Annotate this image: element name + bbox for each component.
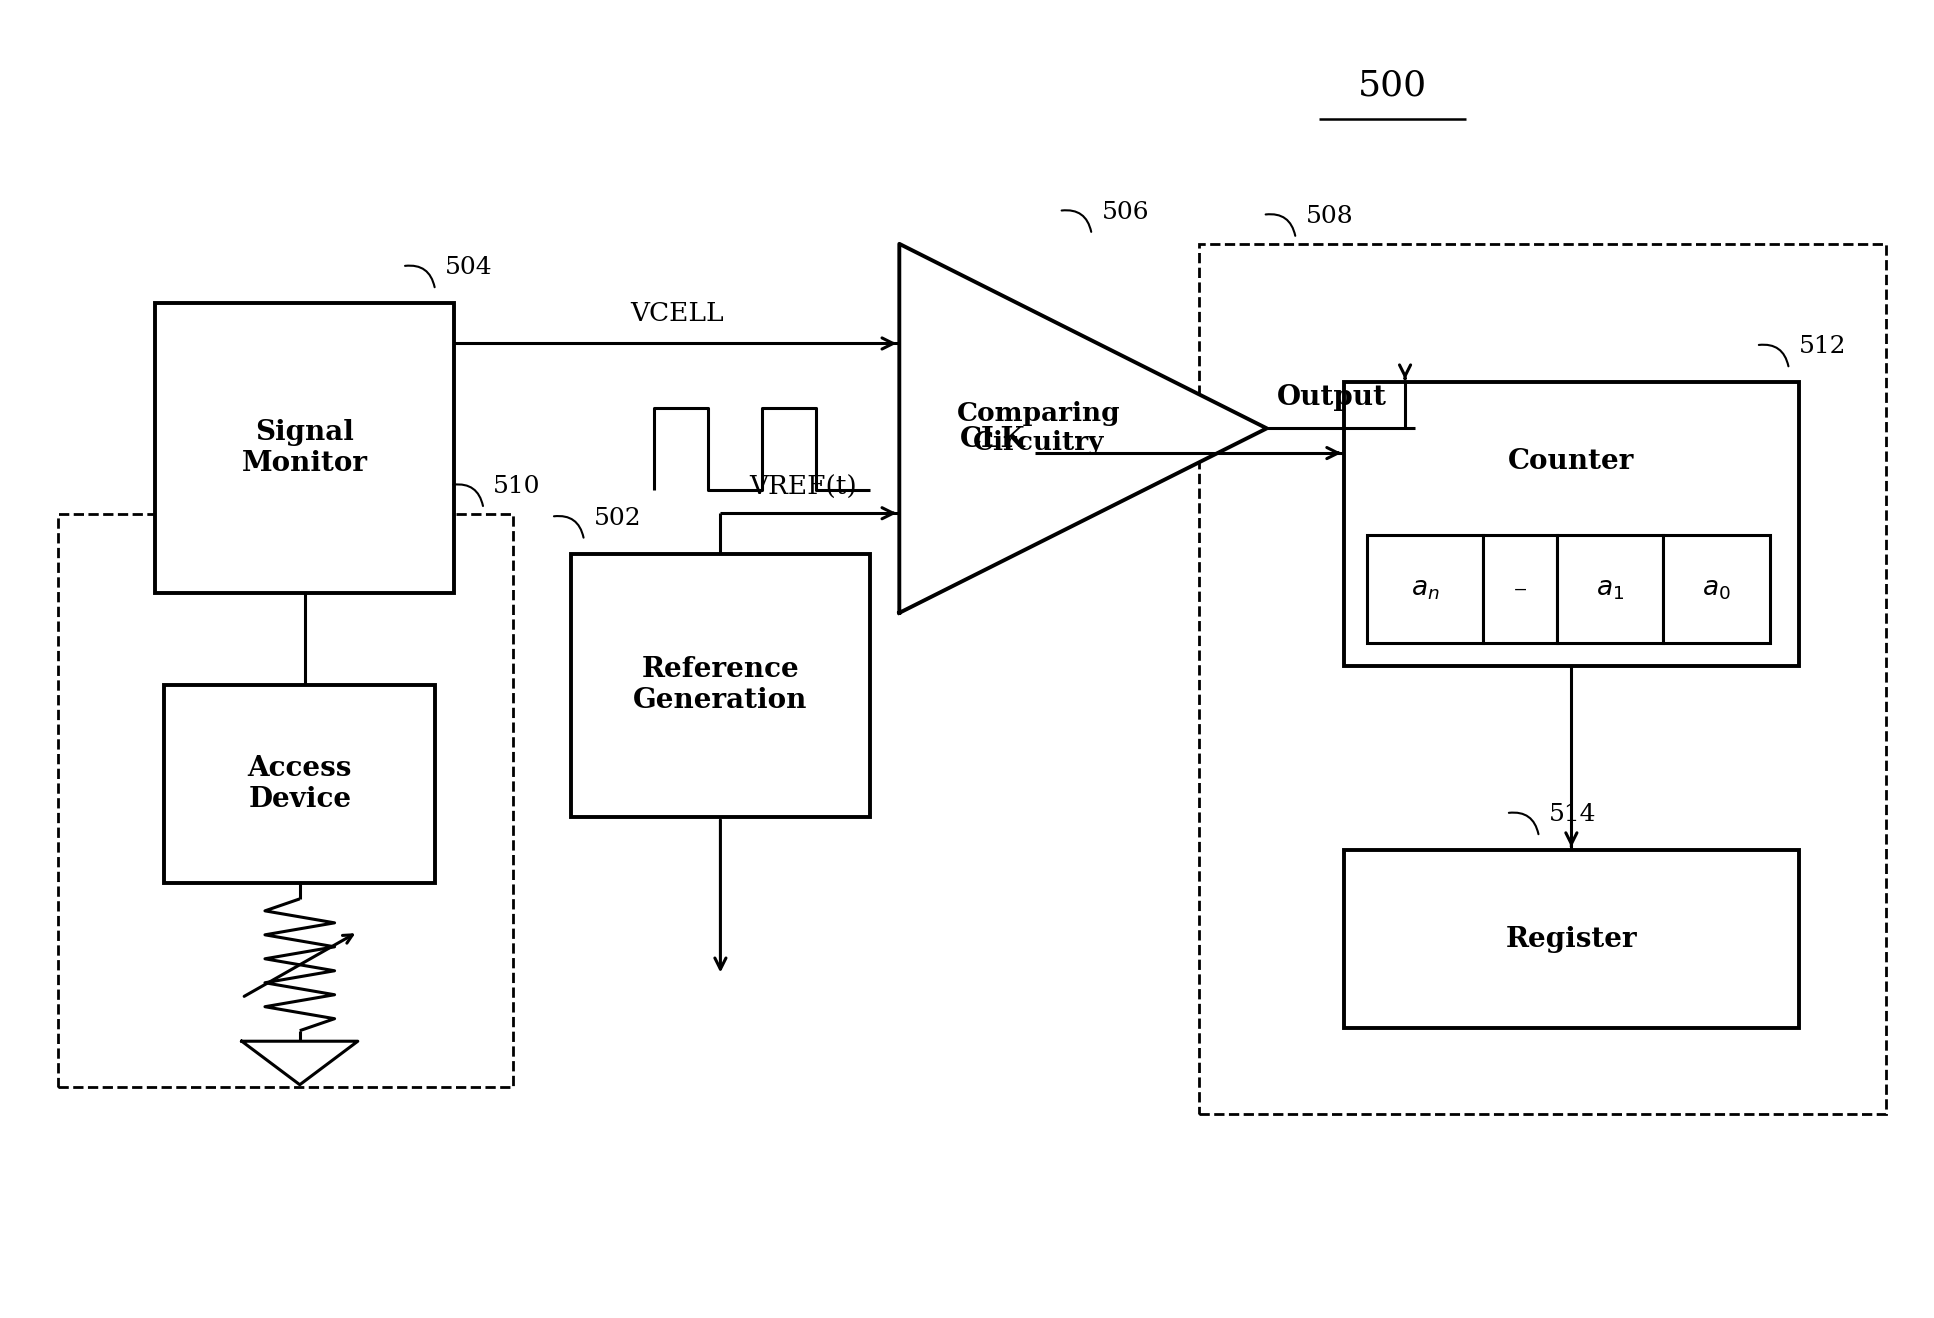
Text: $a_1$: $a_1$ (1596, 576, 1625, 601)
Text: CLK: CLK (959, 427, 1025, 453)
Text: 506: 506 (1100, 202, 1149, 224)
Text: 510: 510 (493, 476, 542, 498)
Text: 500: 500 (1358, 69, 1427, 103)
Polygon shape (899, 244, 1267, 613)
Text: 504: 504 (445, 257, 493, 279)
Text: –: – (1514, 576, 1526, 601)
Text: 508: 508 (1305, 206, 1354, 228)
FancyBboxPatch shape (164, 685, 435, 883)
FancyBboxPatch shape (1367, 535, 1483, 643)
Text: VREF(t): VREF(t) (750, 474, 857, 500)
Text: $a_0$: $a_0$ (1702, 576, 1731, 601)
FancyBboxPatch shape (1344, 850, 1799, 1028)
Text: 514: 514 (1549, 804, 1596, 826)
Text: Access
Device: Access Device (248, 755, 352, 813)
Text: VCELL: VCELL (630, 302, 723, 327)
Polygon shape (242, 1041, 358, 1085)
Text: 502: 502 (594, 507, 642, 530)
FancyBboxPatch shape (1344, 382, 1799, 666)
Text: Signal
Monitor: Signal Monitor (242, 419, 367, 477)
Text: Comparing
Circuitry: Comparing Circuitry (957, 402, 1122, 455)
Text: Output: Output (1276, 385, 1387, 411)
Text: 512: 512 (1799, 336, 1847, 358)
FancyBboxPatch shape (1557, 535, 1663, 643)
FancyBboxPatch shape (571, 554, 870, 817)
Text: Counter: Counter (1509, 448, 1634, 474)
Text: Register: Register (1505, 925, 1638, 953)
FancyBboxPatch shape (1483, 535, 1557, 643)
Text: Reference
Generation: Reference Generation (632, 656, 808, 714)
FancyBboxPatch shape (1663, 535, 1770, 643)
Text: $a_n$: $a_n$ (1412, 576, 1439, 601)
FancyBboxPatch shape (155, 303, 454, 593)
